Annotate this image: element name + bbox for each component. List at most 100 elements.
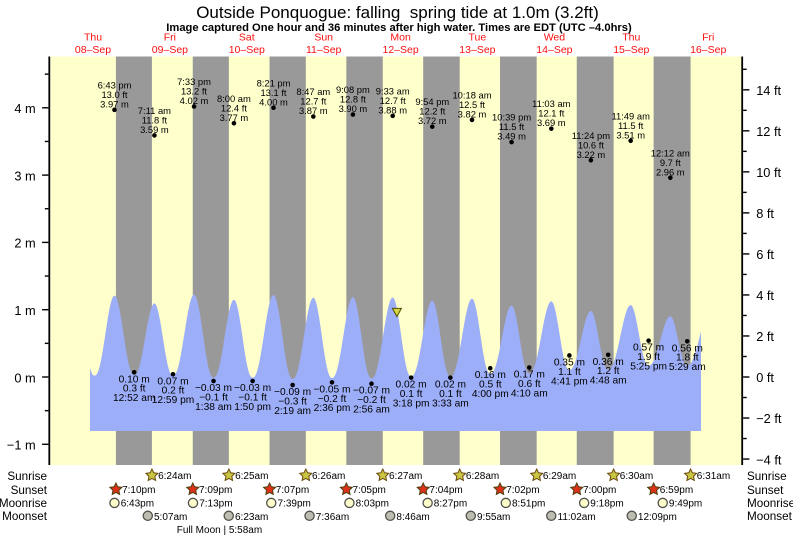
svg-text:12.2 ft: 12.2 ft <box>419 106 445 117</box>
svg-text:9.7 ft: 9.7 ft <box>660 157 681 168</box>
svg-text:5:29 am: 5:29 am <box>669 362 706 373</box>
svg-text:9:08 pm: 9:08 pm <box>336 84 370 95</box>
svg-text:4:00 pm: 4:00 pm <box>472 389 509 400</box>
svg-text:5:25 pm: 5:25 pm <box>630 361 667 372</box>
svg-text:11–Sep: 11–Sep <box>306 44 342 56</box>
svg-text:11:03 am: 11:03 am <box>532 98 571 109</box>
svg-text:9:18pm: 9:18pm <box>590 499 623 510</box>
svg-text:3.69 m: 3.69 m <box>537 117 566 128</box>
svg-text:−0.03 m: −0.03 m <box>234 383 271 394</box>
svg-text:4:41 pm: 4:41 pm <box>551 376 588 387</box>
svg-text:−1 m: −1 m <box>7 438 36 453</box>
svg-text:Mon: Mon <box>390 32 411 44</box>
svg-text:12.8 ft: 12.8 ft <box>340 94 366 105</box>
svg-text:10–Sep: 10–Sep <box>229 44 265 56</box>
svg-text:−0.1 ft: −0.1 ft <box>238 392 267 403</box>
svg-text:13.0 ft: 13.0 ft <box>101 89 127 100</box>
svg-text:0 m: 0 m <box>14 370 35 385</box>
svg-text:12:52 am: 12:52 am <box>113 393 155 404</box>
svg-text:11:02am: 11:02am <box>558 512 596 523</box>
svg-text:11:24 pm: 11:24 pm <box>572 130 611 141</box>
svg-text:Fri: Fri <box>702 32 714 44</box>
svg-text:6:25am: 6:25am <box>235 471 268 482</box>
svg-text:6:23am: 6:23am <box>235 512 268 523</box>
svg-text:12:12 am: 12:12 am <box>651 147 690 158</box>
svg-text:12:09pm: 12:09pm <box>638 512 677 523</box>
svg-text:1:38 am: 1:38 am <box>195 402 232 413</box>
svg-text:2 ft: 2 ft <box>756 329 774 344</box>
svg-text:−0.1 ft: −0.1 ft <box>199 392 228 403</box>
svg-text:2.96 m: 2.96 m <box>656 166 685 177</box>
svg-text:7:36am: 7:36am <box>316 512 349 523</box>
svg-text:1.8 ft: 1.8 ft <box>676 353 699 364</box>
svg-text:0.3 ft: 0.3 ft <box>123 384 146 395</box>
svg-text:Fri: Fri <box>164 32 176 44</box>
svg-text:11.8 ft: 11.8 ft <box>142 114 168 125</box>
svg-text:6:26am: 6:26am <box>312 471 345 482</box>
svg-text:8:03pm: 8:03pm <box>356 499 389 510</box>
svg-text:4 ft: 4 ft <box>756 288 774 303</box>
svg-text:12.7 ft: 12.7 ft <box>380 95 406 106</box>
svg-text:4:48 am: 4:48 am <box>590 376 627 387</box>
svg-text:8:21 pm: 8:21 pm <box>257 77 291 88</box>
svg-text:Wed: Wed <box>544 32 566 44</box>
svg-text:13.2 ft: 13.2 ft <box>181 85 207 96</box>
svg-text:0.17 m: 0.17 m <box>514 370 545 381</box>
svg-text:6:29am: 6:29am <box>543 471 576 482</box>
svg-text:9:33 am: 9:33 am <box>376 85 410 96</box>
svg-text:0.1 ft: 0.1 ft <box>400 389 423 400</box>
svg-text:6:31am: 6:31am <box>697 471 730 482</box>
svg-text:3.90 m: 3.90 m <box>339 103 368 114</box>
svg-text:6:43pm: 6:43pm <box>121 499 154 510</box>
svg-text:0.1 ft: 0.1 ft <box>439 389 462 400</box>
svg-text:6:43 pm: 6:43 pm <box>98 79 132 90</box>
svg-text:3:33 am: 3:33 am <box>432 398 469 409</box>
svg-text:0.5 ft: 0.5 ft <box>479 380 502 391</box>
svg-text:13–Sep: 13–Sep <box>459 44 495 56</box>
svg-text:6:30am: 6:30am <box>620 471 653 482</box>
svg-text:4 m: 4 m <box>14 101 35 116</box>
svg-text:Image captured One hour and 36: Image captured One hour and 36 minutes a… <box>166 22 632 34</box>
svg-text:11:49 am: 11:49 am <box>611 110 650 121</box>
svg-text:12:59 pm: 12:59 pm <box>152 395 194 406</box>
svg-text:1.1 ft: 1.1 ft <box>558 367 581 378</box>
svg-text:−0.2 ft: −0.2 ft <box>357 395 386 406</box>
svg-text:7:00pm: 7:00pm <box>583 485 616 496</box>
svg-text:Sun: Sun <box>314 32 333 44</box>
svg-text:09–Sep: 09–Sep <box>152 44 188 56</box>
svg-text:0.10 m: 0.10 m <box>119 374 150 385</box>
svg-text:Moonrise: Moonrise <box>747 497 793 510</box>
svg-text:10:39 pm: 10:39 pm <box>492 112 531 123</box>
svg-text:3.82 m: 3.82 m <box>458 108 487 119</box>
svg-text:9:49pm: 9:49pm <box>669 499 702 510</box>
svg-text:11.5 ft: 11.5 ft <box>499 121 525 132</box>
svg-text:8 ft: 8 ft <box>756 206 774 221</box>
svg-text:10.6 ft: 10.6 ft <box>578 139 604 150</box>
svg-text:7:02pm: 7:02pm <box>506 485 539 496</box>
svg-text:−0.09 m: −0.09 m <box>274 387 311 398</box>
svg-text:6:27am: 6:27am <box>389 471 422 482</box>
svg-text:2 m: 2 m <box>14 236 35 251</box>
svg-text:6:59pm: 6:59pm <box>660 485 693 496</box>
svg-text:2:36 pm: 2:36 pm <box>314 403 351 414</box>
svg-text:13.1 ft: 13.1 ft <box>260 87 286 98</box>
svg-text:3.97 m: 3.97 m <box>100 98 129 109</box>
svg-text:6 ft: 6 ft <box>756 247 774 262</box>
svg-text:2:56 am: 2:56 am <box>353 405 390 416</box>
svg-text:11.5 ft: 11.5 ft <box>618 120 644 131</box>
svg-text:0.16 m: 0.16 m <box>475 370 506 381</box>
svg-text:14 ft: 14 ft <box>756 83 781 98</box>
svg-text:7:09pm: 7:09pm <box>199 485 232 496</box>
svg-text:6:24am: 6:24am <box>158 471 191 482</box>
svg-text:8:51pm: 8:51pm <box>512 499 545 510</box>
svg-text:0.6 ft: 0.6 ft <box>518 379 541 390</box>
svg-text:7:39pm: 7:39pm <box>278 499 311 510</box>
svg-text:Sunset: Sunset <box>11 484 48 497</box>
svg-text:1:50 pm: 1:50 pm <box>234 402 271 413</box>
svg-text:7:05pm: 7:05pm <box>353 485 386 496</box>
svg-text:7:10pm: 7:10pm <box>122 485 155 496</box>
svg-text:10 ft: 10 ft <box>756 165 781 180</box>
svg-text:5:07am: 5:07am <box>154 512 187 523</box>
svg-text:Moonrise: Moonrise <box>0 497 47 510</box>
svg-text:1.9 ft: 1.9 ft <box>637 352 660 363</box>
